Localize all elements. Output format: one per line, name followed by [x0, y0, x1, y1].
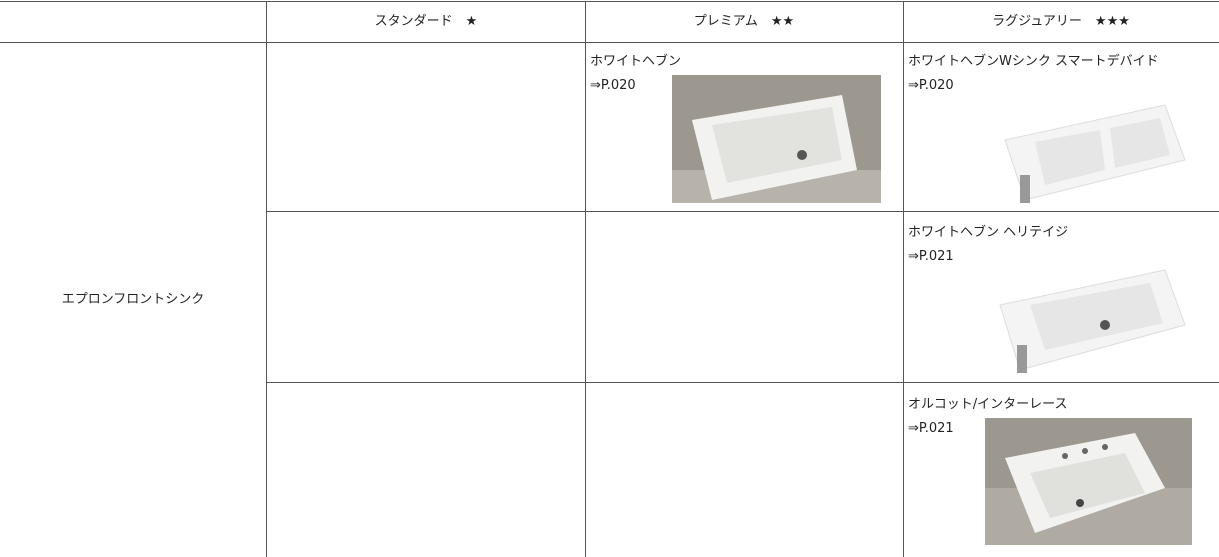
- column-header: プレミアム ★★: [693, 14, 795, 29]
- column-header: スタンダード ★: [374, 14, 478, 29]
- product-ref: ⇒P.021: [908, 421, 954, 436]
- product-ref: ⇒P.020: [908, 78, 954, 93]
- product-name: ホワイトヘブン ヘリテイジ: [908, 225, 1069, 240]
- product-name: ホワイトヘブン: [590, 54, 682, 69]
- border: [585, 1, 586, 557]
- product-image: [672, 75, 881, 203]
- border: [266, 1, 267, 557]
- product-ref: ⇒P.021: [908, 249, 954, 264]
- product-image: [999, 269, 1186, 373]
- border: [903, 1, 904, 557]
- column-header: ラグジュアリー ★★★: [992, 14, 1130, 29]
- border: [0, 42, 1219, 43]
- border: [266, 211, 1219, 212]
- border: [266, 382, 1219, 383]
- product-image: [985, 418, 1192, 545]
- product-name: ホワイトヘブンWシンク スマートデバイド: [908, 54, 1159, 69]
- product-ref: ⇒P.020: [590, 78, 636, 93]
- product-name: オルコット/インターレース: [908, 397, 1068, 412]
- row-label: エプロンフロントシンク: [61, 292, 205, 307]
- product-image: [1004, 104, 1186, 203]
- border: [0, 1, 1219, 2]
